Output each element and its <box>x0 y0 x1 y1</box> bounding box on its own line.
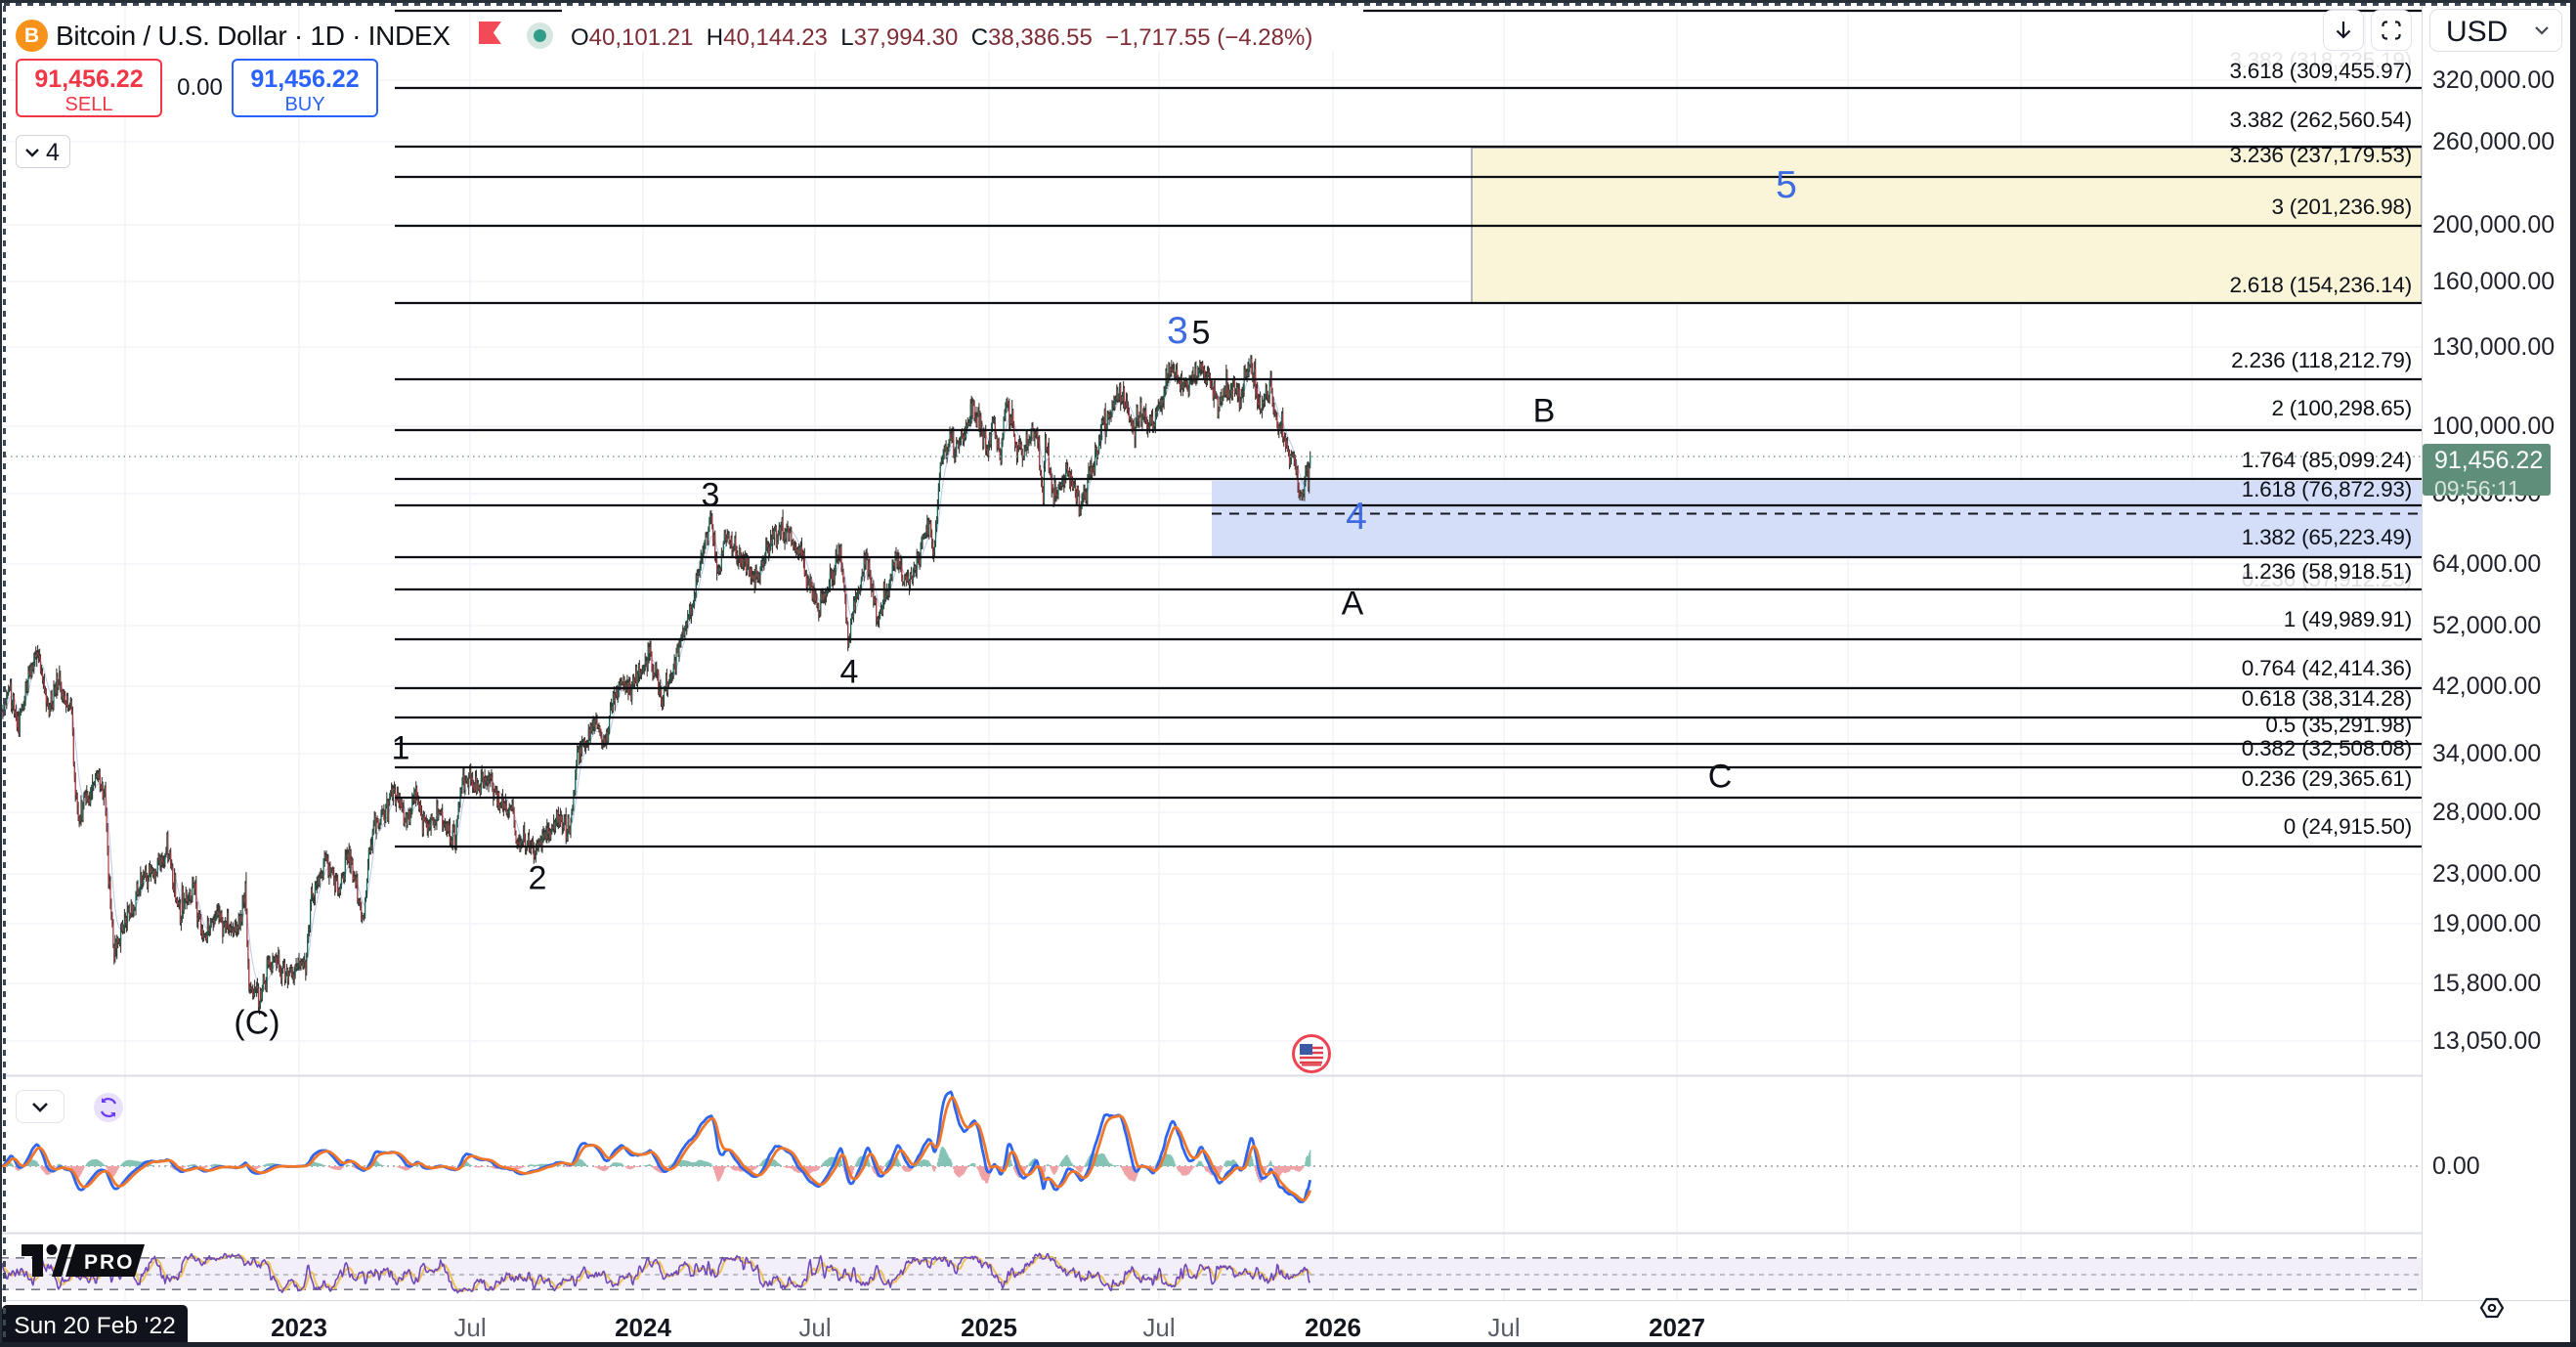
svg-text:PRO: PRO <box>84 1251 135 1274</box>
